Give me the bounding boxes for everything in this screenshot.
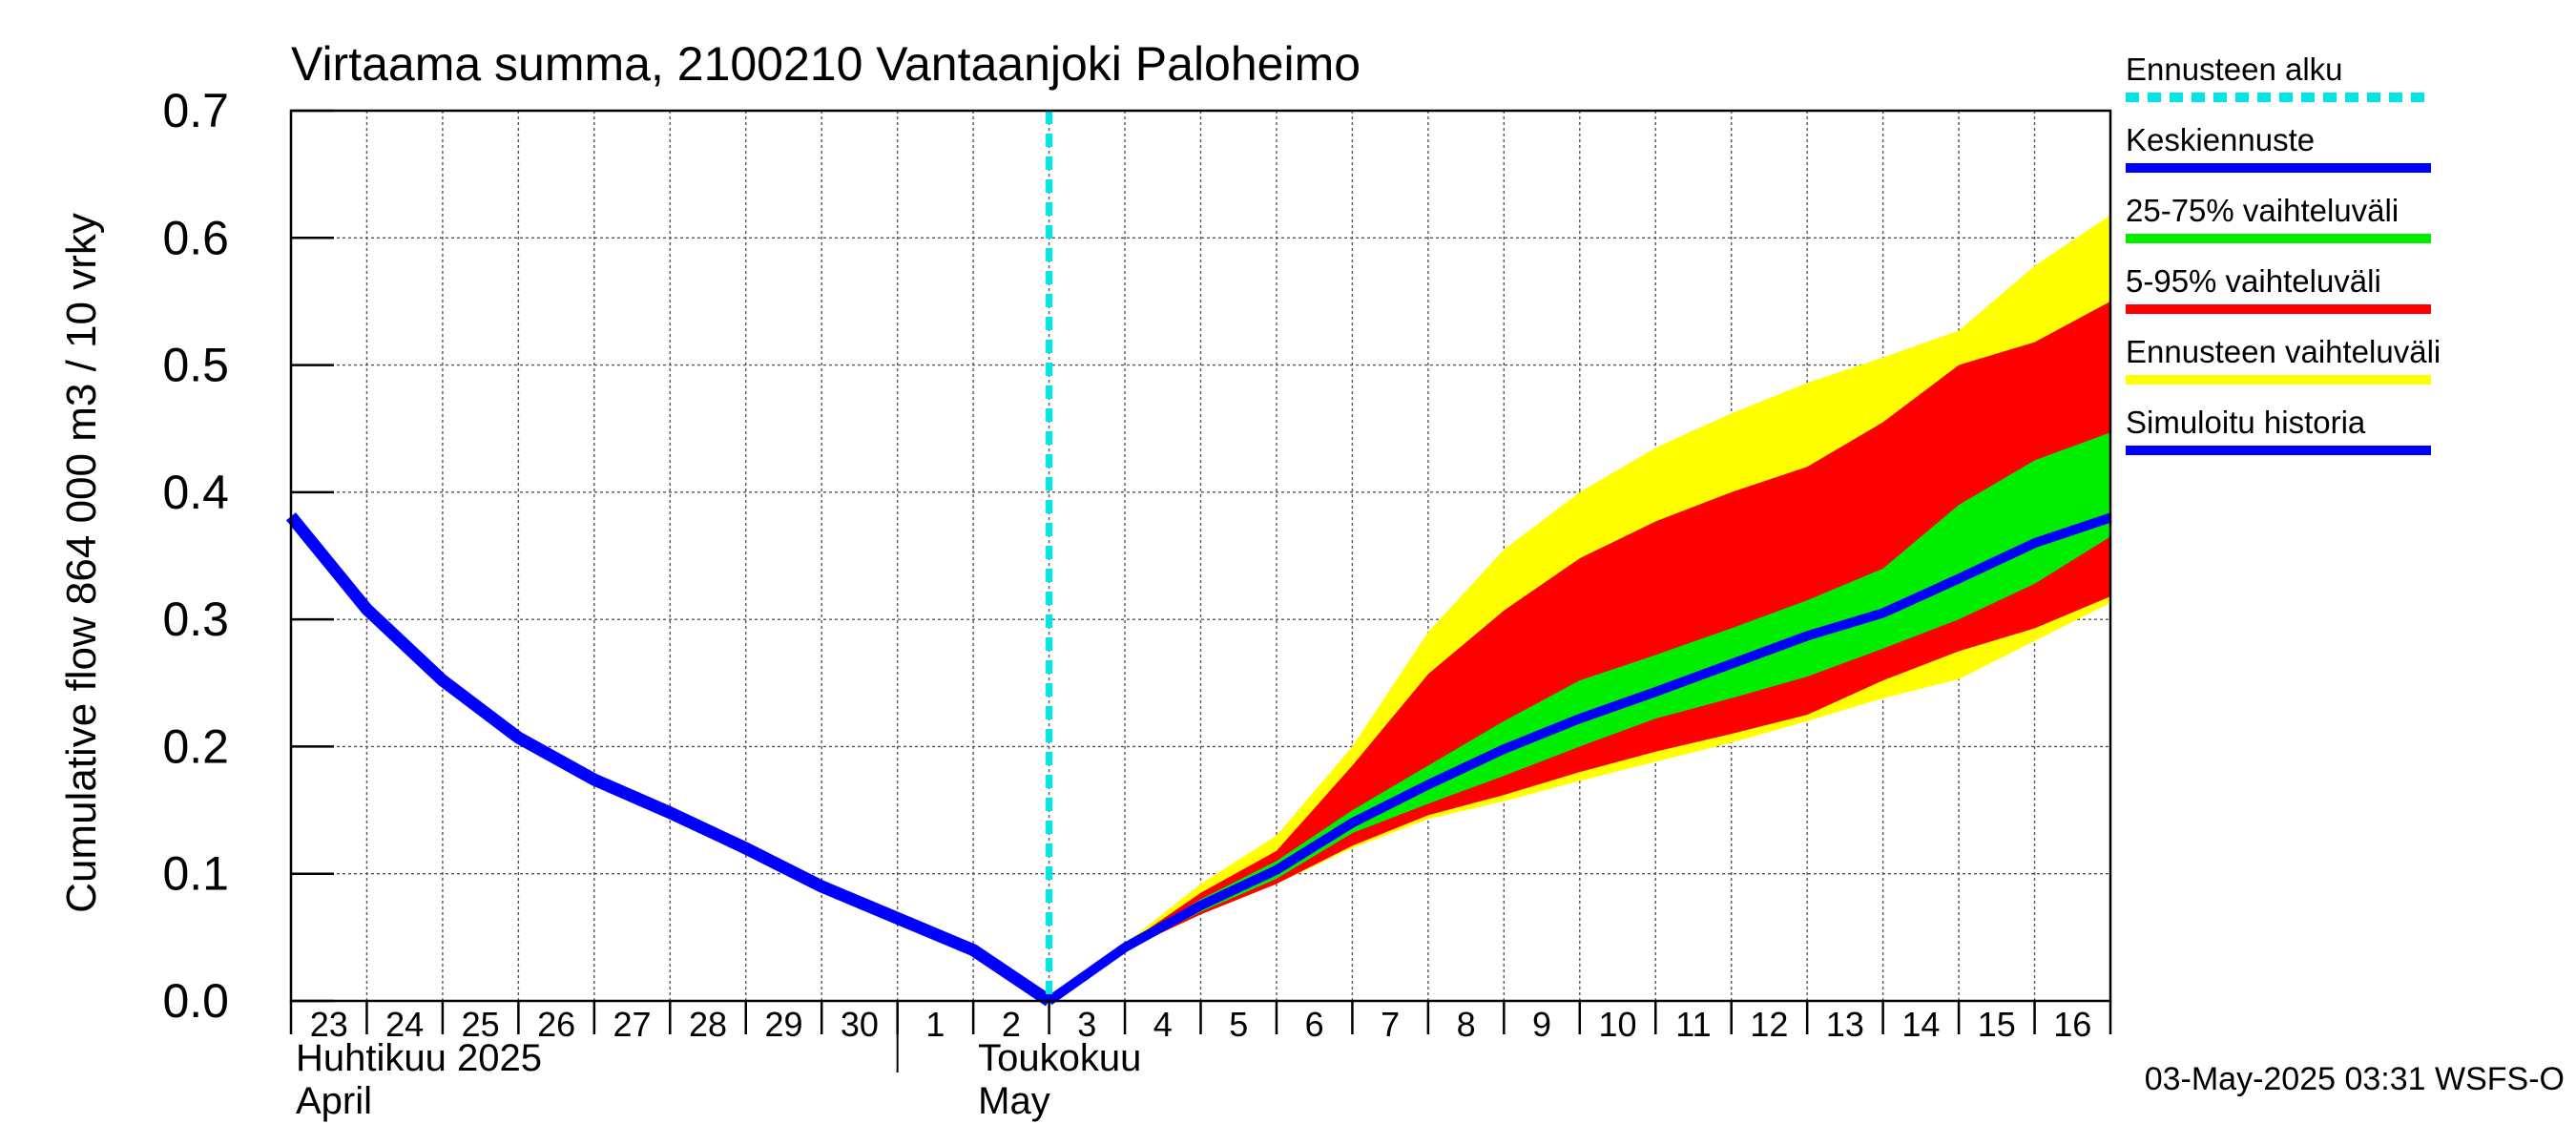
y-tick-label: 0.3 bbox=[162, 593, 229, 646]
x-tick-label: 25 bbox=[462, 1005, 500, 1044]
y-tick-label: 0.5 bbox=[162, 339, 229, 392]
x-tick-label: 14 bbox=[1901, 1005, 1940, 1044]
x-tick-label: 10 bbox=[1598, 1005, 1636, 1044]
x-tick-label: 24 bbox=[385, 1005, 424, 1044]
x-tick-label: 13 bbox=[1826, 1005, 1864, 1044]
y-tick-label: 0.6 bbox=[162, 211, 229, 264]
y-tick-label: 0.1 bbox=[162, 847, 229, 901]
x-tick-label: 6 bbox=[1305, 1005, 1324, 1044]
x-tick-label: 28 bbox=[689, 1005, 727, 1044]
axes: 0.00.10.20.30.40.50.60.723 24 25 26 27 28 29 30… bbox=[162, 84, 2112, 1122]
footer-timestamp: 03-May-2025 03:31 WSFS-O bbox=[2145, 1061, 2565, 1097]
y-tick-label: 0.0 bbox=[162, 974, 229, 1028]
x-tick-label: 5 bbox=[1229, 1005, 1248, 1044]
legend-label: Simuloitu historia bbox=[2126, 405, 2366, 440]
x-tick-label: 7 bbox=[1381, 1005, 1400, 1044]
y-tick-label: 0.2 bbox=[162, 719, 229, 773]
x-tick-label: 2 bbox=[1002, 1005, 1021, 1044]
x-tick-label: 26 bbox=[537, 1005, 575, 1044]
x-tick-label: 9 bbox=[1532, 1005, 1551, 1044]
x-tick-label: 8 bbox=[1457, 1005, 1476, 1044]
legend-label: Ennusteen alku bbox=[2126, 52, 2343, 87]
series-lines bbox=[285, 111, 2112, 1007]
x-tick-label: 23 bbox=[310, 1005, 348, 1044]
legend-label: Keskiennuste bbox=[2126, 122, 2315, 157]
legend-label: Ennusteen vaihteluväli bbox=[2126, 334, 2441, 369]
x-tick-label: 3 bbox=[1077, 1005, 1096, 1044]
legend-label: 25-75% vaihteluväli bbox=[2126, 193, 2399, 228]
month-label: Huhtikuu 2025 bbox=[296, 1037, 542, 1079]
y-tick-label: 0.7 bbox=[162, 84, 229, 137]
x-tick-label: 11 bbox=[1675, 1005, 1711, 1044]
month-label-english: May bbox=[978, 1080, 1050, 1122]
x-tick-label: 15 bbox=[1978, 1005, 2016, 1044]
x-tick-label: 12 bbox=[1750, 1005, 1788, 1044]
x-tick-label: 4 bbox=[1153, 1005, 1173, 1044]
x-tick-label: 16 bbox=[2053, 1005, 2091, 1044]
legend: Ennusteen alku Keskiennuste 25-75% vaihtel… bbox=[2126, 52, 2441, 455]
month-label-english: April bbox=[296, 1080, 372, 1122]
y-tick-label: 0.4 bbox=[162, 466, 229, 519]
x-tick-label: 30 bbox=[841, 1005, 879, 1044]
legend-label: 5-95% vaihteluväli bbox=[2126, 263, 2381, 299]
series-keskiennuste bbox=[1046, 512, 2112, 1006]
month-label: Toukokuu bbox=[978, 1037, 1141, 1079]
series-simuloitu-historia bbox=[285, 512, 1053, 1007]
x-tick-label: 29 bbox=[764, 1005, 802, 1044]
band-5-95-vaihteluv-li bbox=[1049, 301, 2110, 1001]
x-tick-label: 27 bbox=[613, 1005, 652, 1044]
y-axis-label: Cumulative flow 864 000 m3 / 10 vrky bbox=[58, 213, 105, 913]
chart-title: Virtaama summa, 2100210 Vantaanjoki Palo… bbox=[291, 37, 1361, 91]
x-tick-label: 1 bbox=[925, 1005, 945, 1044]
